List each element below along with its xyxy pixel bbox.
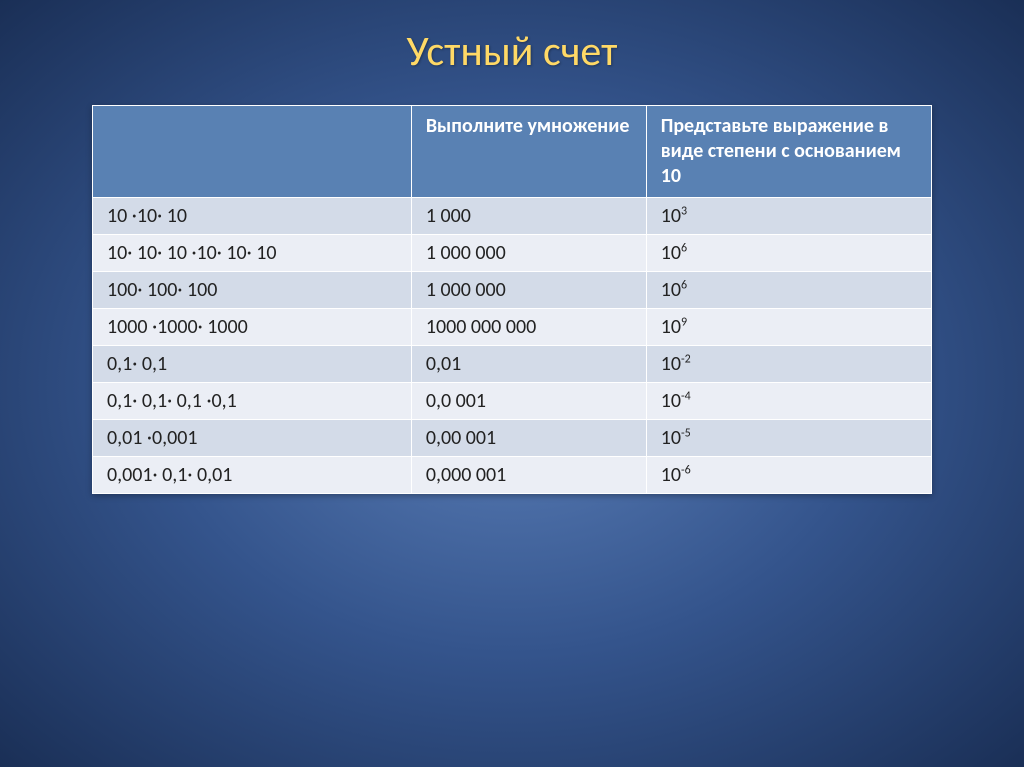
table-row: 10 ·10· 101 000103 xyxy=(93,198,932,235)
power-exponent: -4 xyxy=(681,389,691,403)
cell-expression: 0,001· 0,1· 0,01 xyxy=(93,457,412,494)
cell-power: 103 xyxy=(646,198,931,235)
cell-product: 0,01 xyxy=(411,346,646,383)
cell-product: 0,00 001 xyxy=(411,420,646,457)
table-header-row: Выполните умножение Представьте выражени… xyxy=(93,106,932,198)
power-exponent: 3 xyxy=(681,204,687,218)
cell-product: 0,0 001 xyxy=(411,383,646,420)
cell-power: 109 xyxy=(646,309,931,346)
power-exponent: 6 xyxy=(681,278,687,292)
cell-product: 1 000 000 xyxy=(411,235,646,272)
table-row: 100· 100· 1001 000 000106 xyxy=(93,272,932,309)
power-exponent: 9 xyxy=(681,315,687,329)
table-row: 1000 ·1000· 10001000 000 000109 xyxy=(93,309,932,346)
power-exponent: 6 xyxy=(681,241,687,255)
cell-expression: 100· 100· 100 xyxy=(93,272,412,309)
cell-expression: 0,1· 0,1· 0,1 ·0,1 xyxy=(93,383,412,420)
power-base: 10 xyxy=(661,352,681,376)
table-container: Выполните умножение Представьте выражени… xyxy=(92,105,932,494)
math-table: Выполните умножение Представьте выражени… xyxy=(92,105,932,494)
cell-power: 106 xyxy=(646,235,931,272)
power-exponent: -2 xyxy=(681,352,691,366)
cell-power: 10-2 xyxy=(646,346,931,383)
power-base: 10 xyxy=(661,204,681,228)
cell-product: 1 000 xyxy=(411,198,646,235)
cell-power: 106 xyxy=(646,272,931,309)
table-row: 0,1· 0,10,0110-2 xyxy=(93,346,932,383)
power-base: 10 xyxy=(661,315,681,339)
cell-expression: 10 ·10· 10 xyxy=(93,198,412,235)
power-base: 10 xyxy=(661,463,681,487)
power-exponent: -6 xyxy=(681,463,691,477)
power-base: 10 xyxy=(661,241,681,265)
col-header-product: Выполните умножение xyxy=(411,106,646,198)
power-base: 10 xyxy=(661,278,681,302)
power-base: 10 xyxy=(661,426,681,450)
cell-power: 10-6 xyxy=(646,457,931,494)
table-row: 0,001· 0,1· 0,010,000 00110-6 xyxy=(93,457,932,494)
cell-expression: 10· 10· 10 ·10· 10· 10 xyxy=(93,235,412,272)
cell-power: 10-5 xyxy=(646,420,931,457)
cell-expression: 0,1· 0,1 xyxy=(93,346,412,383)
cell-expression: 0,01 ·0,001 xyxy=(93,420,412,457)
table-body: 10 ·10· 101 00010310· 10· 10 ·10· 10· 10… xyxy=(93,198,932,494)
slide-title: Устный счет xyxy=(407,26,618,77)
power-base: 10 xyxy=(661,389,681,413)
cell-product: 1 000 000 xyxy=(411,272,646,309)
table-row: 10· 10· 10 ·10· 10· 101 000 000106 xyxy=(93,235,932,272)
col-header-expression xyxy=(93,106,412,198)
power-exponent: -5 xyxy=(681,426,691,440)
table-row: 0,1· 0,1· 0,1 ·0,10,0 00110-4 xyxy=(93,383,932,420)
table-row: 0,01 ·0,0010,00 00110-5 xyxy=(93,420,932,457)
cell-product: 1000 000 000 xyxy=(411,309,646,346)
col-header-power: Представьте выражение в виде степени с о… xyxy=(646,106,931,198)
cell-power: 10-4 xyxy=(646,383,931,420)
cell-product: 0,000 001 xyxy=(411,457,646,494)
cell-expression: 1000 ·1000· 1000 xyxy=(93,309,412,346)
